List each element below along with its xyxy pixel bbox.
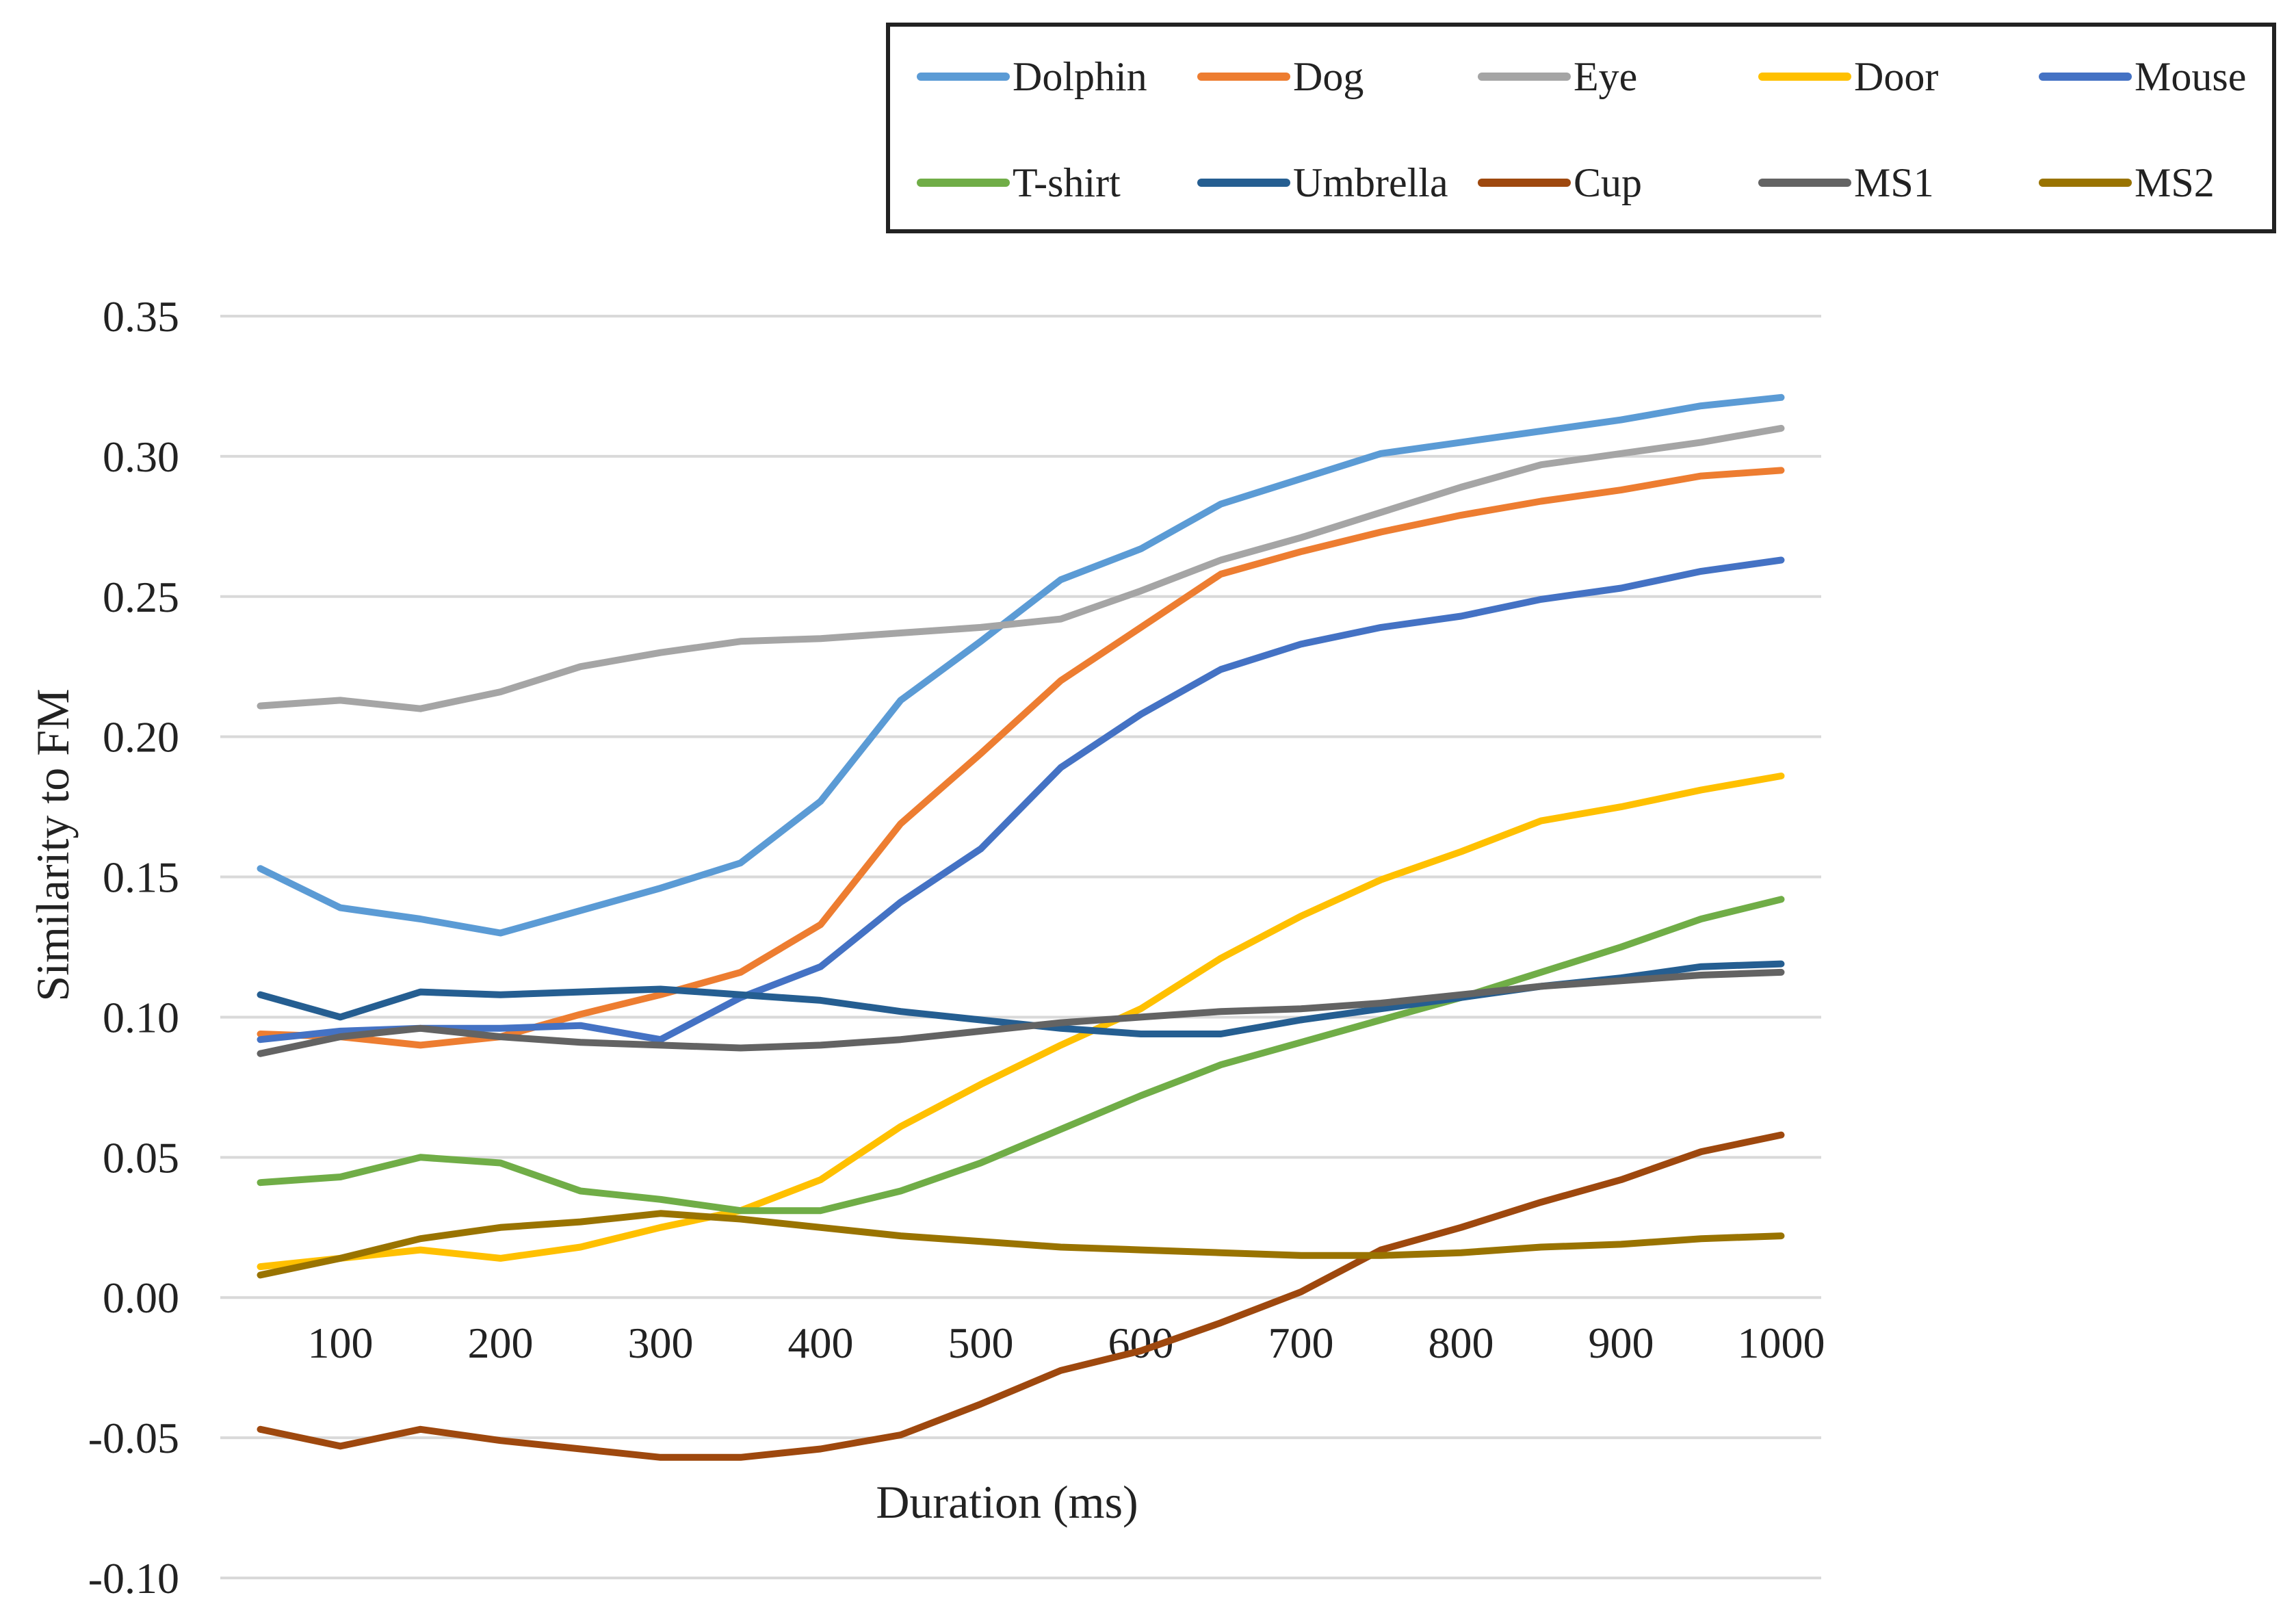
y-tick-label: 0.00 (103, 1273, 179, 1322)
y-tick-label: 0.20 (103, 713, 179, 762)
series-line-umbrella (257, 960, 1785, 1037)
legend-label-ms2: MS2 (2135, 160, 2215, 205)
x-tick-label: 300 (628, 1319, 694, 1367)
legend-label-ms1: MS1 (1854, 160, 1934, 205)
x-tick-label: 100 (308, 1319, 374, 1367)
x-axis-ticks: 100 200 300 400 500 600 700 800 900 1000 (308, 1319, 1825, 1367)
y-tick-label: 0.15 (103, 853, 179, 902)
series-lines (257, 393, 1785, 1461)
x-tick-label: 1000 (1738, 1319, 1825, 1367)
legend-label-cup: Cup (1574, 160, 1642, 205)
x-tick-label: 800 (1429, 1319, 1494, 1367)
x-axis-title: Duration (ms) (876, 1476, 1138, 1528)
legend-label-t-shirt: T-shirt (1013, 160, 1121, 205)
y-tick-label: 0.25 (103, 573, 179, 621)
series-line-ms2 (257, 1210, 1785, 1279)
legend-frame (886, 23, 2276, 233)
y-tick-label: 0.30 (103, 432, 179, 481)
y-tick-label: 0.35 (103, 292, 179, 341)
legend-label-mouse: Mouse (2135, 54, 2246, 99)
y-tick-label: 0.10 (103, 993, 179, 1041)
y-tick-label: -0.05 (88, 1414, 179, 1462)
series-line-dog (257, 467, 1785, 1049)
legend-label-dolphin: Dolphin (1013, 54, 1147, 99)
legend-label-door: Door (1854, 54, 1938, 99)
series-line-cup (257, 1131, 1785, 1461)
legend: Dolphin Dog Eye Door Mouse T-shirt Umbrella Cup… (886, 23, 2276, 233)
series-line-t-shirt (257, 896, 1785, 1215)
y-axis-title: Similarity to FM (27, 688, 79, 1001)
x-tick-label: 200 (468, 1319, 534, 1367)
series-line-dolphin (257, 393, 1785, 937)
series-line-eye (257, 424, 1785, 712)
x-tick-label: 500 (948, 1319, 1014, 1367)
x-tick-label: 700 (1268, 1319, 1334, 1367)
legend-items: Dolphin Dog Eye Door Mouse T-shirt Umbrella Cup… (917, 54, 2246, 205)
y-axis-ticks: -0.10 -0.05 0.00 0.05 0.10 0.15 0.20 0.25 0.30 0.… (88, 292, 179, 1603)
x-tick-label: 400 (788, 1319, 854, 1367)
y-tick-label: 0.05 (103, 1133, 179, 1182)
y-tick-label: -0.10 (88, 1554, 179, 1603)
x-tick-label: 900 (1589, 1319, 1654, 1367)
series-line-ms1 (257, 968, 1785, 1057)
legend-label-dog: Dog (1293, 54, 1364, 99)
series-line-door (257, 773, 1785, 1271)
legend-label-umbrella: Umbrella (1293, 160, 1448, 205)
series-line-mouse (257, 556, 1785, 1044)
legend-label-eye: Eye (1574, 54, 1637, 99)
